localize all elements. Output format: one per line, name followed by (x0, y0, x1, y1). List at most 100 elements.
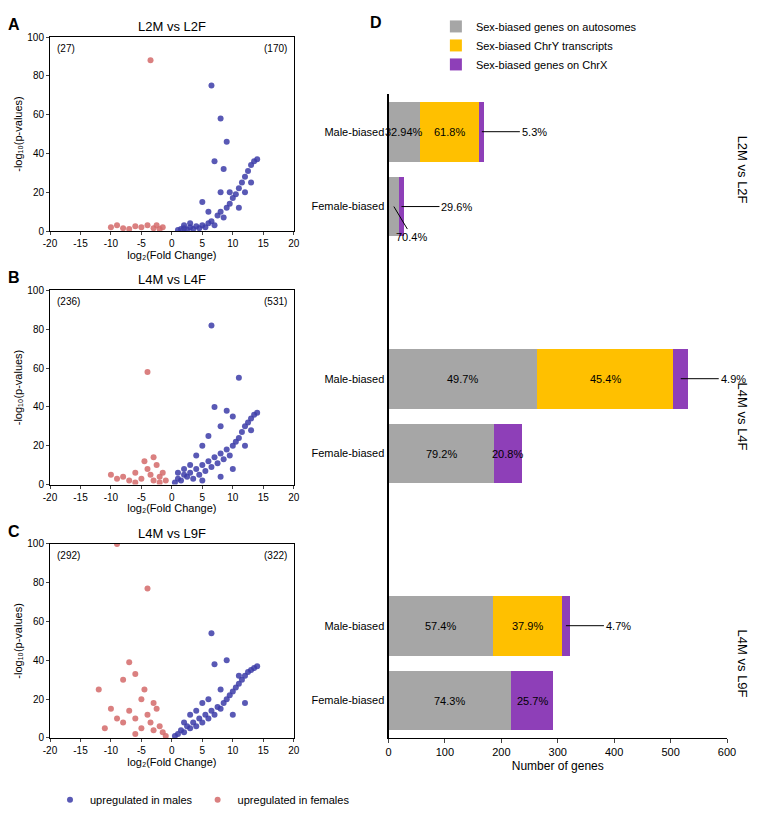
svg-text:15: 15 (258, 745, 270, 756)
svg-text:Sex-biased genes on autosomes: Sex-biased genes on autosomes (476, 21, 637, 33)
svg-text:32.94%: 32.94% (385, 126, 423, 138)
svg-text:40: 40 (33, 401, 45, 412)
svg-text:5: 5 (200, 492, 206, 503)
svg-text:0: 0 (38, 732, 44, 743)
svg-text:L2M vs L2F: L2M vs L2F (735, 136, 750, 204)
svg-text:Female-biased: Female-biased (312, 447, 385, 459)
svg-text:(322): (322) (264, 550, 287, 561)
svg-text:4.9%: 4.9% (721, 373, 746, 385)
svg-text:0: 0 (38, 479, 44, 490)
svg-text:600: 600 (718, 746, 736, 758)
svg-text:57.4%: 57.4% (425, 620, 456, 632)
svg-text:Male-biased: Male-biased (324, 620, 384, 632)
svg-text:-10: -10 (104, 745, 119, 756)
svg-text:5: 5 (200, 745, 206, 756)
svg-text:-log₁₀(p-values): -log₁₀(p-values) (12, 350, 24, 426)
svg-text:29.6%: 29.6% (441, 201, 472, 213)
svg-text:45.4%: 45.4% (590, 373, 621, 385)
svg-text:(170): (170) (264, 43, 287, 54)
svg-text:-15: -15 (73, 238, 88, 249)
svg-text:(236): (236) (57, 296, 80, 307)
svg-text:400: 400 (605, 746, 623, 758)
svg-text:5.3%: 5.3% (522, 126, 547, 138)
svg-text:0: 0 (385, 746, 391, 758)
svg-text:-log₁₀(p-values): -log₁₀(p-values) (12, 603, 24, 679)
svg-text:0: 0 (169, 492, 175, 503)
svg-text:-20: -20 (43, 492, 58, 503)
svg-text:200: 200 (492, 746, 510, 758)
svg-text:49.7%: 49.7% (447, 373, 478, 385)
svg-text:log₂(Fold Change): log₂(Fold Change) (127, 249, 216, 261)
svg-text:20: 20 (288, 745, 300, 756)
svg-text:40: 40 (33, 148, 45, 159)
svg-text:Male-biased: Male-biased (324, 126, 384, 138)
svg-text:-5: -5 (137, 745, 146, 756)
svg-text:Number of genes: Number of genes (512, 759, 604, 773)
svg-text:60: 60 (33, 616, 45, 627)
svg-text:Sex-biased ChrY transcripts: Sex-biased ChrY transcripts (476, 40, 613, 52)
svg-text:100: 100 (27, 285, 44, 296)
svg-text:L4M vs L4F: L4M vs L4F (138, 272, 206, 287)
svg-text:-10: -10 (104, 492, 119, 503)
svg-text:80: 80 (33, 324, 45, 335)
svg-text:10: 10 (227, 492, 239, 503)
svg-text:4.7%: 4.7% (606, 620, 631, 632)
svg-text:20: 20 (33, 694, 45, 705)
svg-text:10: 10 (227, 238, 239, 249)
svg-text:upregulated in females: upregulated in females (238, 794, 350, 806)
svg-text:15: 15 (258, 238, 270, 249)
svg-text:80: 80 (33, 70, 45, 81)
svg-text:100: 100 (27, 32, 44, 43)
svg-text:37.9%: 37.9% (512, 620, 543, 632)
svg-text:D: D (370, 14, 382, 31)
svg-text:5: 5 (200, 238, 206, 249)
svg-text:upregulated in males: upregulated in males (90, 794, 193, 806)
svg-text:(292): (292) (57, 550, 80, 561)
svg-text:Male-biased: Male-biased (324, 373, 384, 385)
svg-text:60: 60 (33, 109, 45, 120)
svg-text:B: B (8, 269, 20, 286)
svg-text:C: C (8, 523, 20, 540)
svg-text:(27): (27) (57, 43, 75, 54)
svg-text:20: 20 (33, 187, 45, 198)
svg-text:-20: -20 (43, 238, 58, 249)
svg-text:74.3%: 74.3% (434, 695, 465, 707)
svg-text:A: A (8, 16, 20, 33)
svg-text:Female-biased: Female-biased (312, 694, 385, 706)
svg-text:79.2%: 79.2% (426, 448, 457, 460)
svg-text:300: 300 (549, 746, 567, 758)
svg-text:Sex-biased genes on ChrX: Sex-biased genes on ChrX (476, 59, 608, 71)
svg-text:-15: -15 (73, 492, 88, 503)
svg-text:20.8%: 20.8% (492, 448, 523, 460)
svg-text:Female-biased: Female-biased (312, 200, 385, 212)
svg-text:-15: -15 (73, 745, 88, 756)
svg-text:0: 0 (38, 226, 44, 237)
svg-text:80: 80 (33, 577, 45, 588)
svg-text:70.4%: 70.4% (396, 231, 427, 243)
svg-text:(531): (531) (264, 296, 287, 307)
svg-text:61.8%: 61.8% (434, 126, 465, 138)
svg-text:-20: -20 (43, 745, 58, 756)
svg-text:L4M vs L9F: L4M vs L9F (138, 526, 206, 541)
svg-text:0: 0 (169, 238, 175, 249)
svg-text:-5: -5 (137, 492, 146, 503)
svg-text:log₂(Fold Change): log₂(Fold Change) (127, 756, 216, 768)
svg-text:20: 20 (288, 238, 300, 249)
svg-text:100: 100 (436, 746, 454, 758)
svg-text:-log₁₀(p-values): -log₁₀(p-values) (12, 96, 24, 172)
svg-text:-5: -5 (137, 238, 146, 249)
svg-text:-10: -10 (104, 238, 119, 249)
svg-text:60: 60 (33, 363, 45, 374)
svg-text:L4M vs L9F: L4M vs L9F (735, 630, 750, 698)
svg-text:L2M vs L2F: L2M vs L2F (138, 19, 206, 34)
svg-text:500: 500 (661, 746, 679, 758)
svg-text:40: 40 (33, 655, 45, 666)
svg-text:log₂(Fold Change): log₂(Fold Change) (127, 503, 216, 515)
svg-text:20: 20 (288, 492, 300, 503)
svg-text:0: 0 (169, 745, 175, 756)
svg-text:100: 100 (27, 538, 44, 549)
svg-text:20: 20 (33, 440, 45, 451)
svg-text:L4M vs L4F: L4M vs L4F (735, 383, 750, 451)
svg-text:10: 10 (227, 745, 239, 756)
svg-text:25.7%: 25.7% (517, 695, 548, 707)
